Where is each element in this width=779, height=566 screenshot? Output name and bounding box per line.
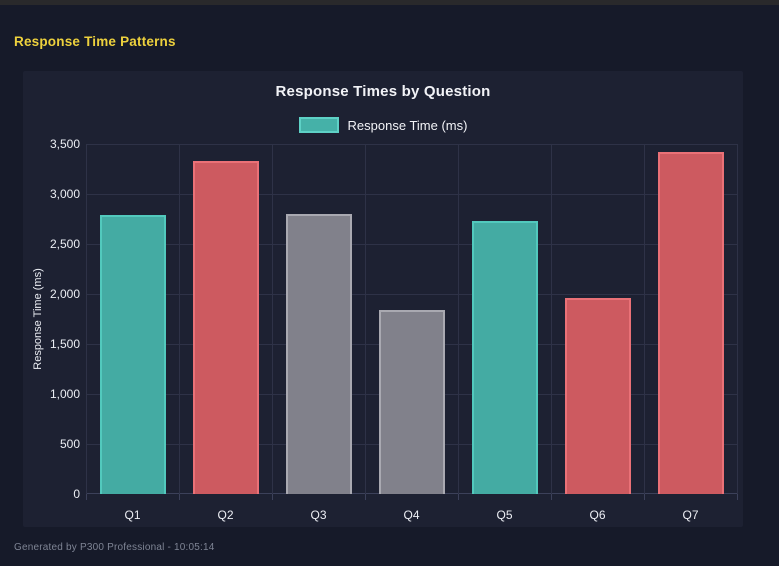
gridline-v xyxy=(86,144,87,494)
gridline-v xyxy=(272,144,273,494)
x-tick-mark xyxy=(551,494,552,500)
y-tick-label: 3,500 xyxy=(49,137,80,151)
gridline-h xyxy=(86,143,737,145)
chart-title: Response Times by Question xyxy=(275,83,491,100)
gridline-v xyxy=(365,144,366,494)
legend-label: Response Time (ms) xyxy=(347,117,468,133)
gridline-v xyxy=(458,144,459,494)
legend-swatch-icon xyxy=(298,117,339,133)
gridline-v xyxy=(179,144,180,494)
gridline-v xyxy=(551,144,552,494)
y-tick-label: 3,000 xyxy=(49,187,80,201)
chart-panel: Response Times by Question Response Time… xyxy=(23,71,743,527)
y-tick-label: 0 xyxy=(73,487,80,501)
x-tick-label: Q5 xyxy=(496,508,513,522)
x-tick-mark xyxy=(365,494,366,500)
bar-q7[interactable] xyxy=(657,152,724,494)
x-tick-mark xyxy=(737,494,738,500)
bar-q4[interactable] xyxy=(378,310,445,494)
legend-item[interactable]: Response Time (ms) xyxy=(23,115,743,135)
bar-q3[interactable] xyxy=(285,214,352,494)
x-tick-mark xyxy=(458,494,459,500)
bar-q5[interactable] xyxy=(471,221,538,494)
page-title: Response Time Patterns xyxy=(14,34,176,49)
gridline-v xyxy=(737,144,738,494)
gridline-h xyxy=(86,193,737,195)
plot-area xyxy=(86,143,738,500)
footer-text: Generated by P300 Professional - 10:05:1… xyxy=(14,542,215,553)
x-tick-mark xyxy=(179,494,180,500)
bar-q1[interactable] xyxy=(99,215,166,494)
gridline-v xyxy=(644,144,645,494)
x-tick-label: Q4 xyxy=(403,508,420,522)
x-tick-mark xyxy=(644,494,645,500)
top-strip xyxy=(0,0,779,5)
y-tick-label: 500 xyxy=(59,437,80,451)
bar-q2[interactable] xyxy=(192,161,259,494)
x-tick-mark xyxy=(86,494,87,500)
y-tick-label: 1,000 xyxy=(49,387,80,401)
y-tick-label: 2,500 xyxy=(49,237,80,251)
y-tick-label: 1,500 xyxy=(49,337,80,351)
x-tick-label: Q7 xyxy=(682,508,699,522)
y-axis-title: Response Time (ms) xyxy=(32,268,44,370)
y-tick-label: 2,000 xyxy=(49,287,80,301)
gridline-h xyxy=(86,293,737,295)
gridline-h xyxy=(86,243,737,245)
bar-q6[interactable] xyxy=(564,298,631,494)
x-tick-label: Q6 xyxy=(589,508,606,522)
x-tick-label: Q2 xyxy=(217,508,234,522)
x-tick-label: Q3 xyxy=(310,508,327,522)
x-tick-mark xyxy=(272,494,273,500)
x-tick-label: Q1 xyxy=(124,508,141,522)
